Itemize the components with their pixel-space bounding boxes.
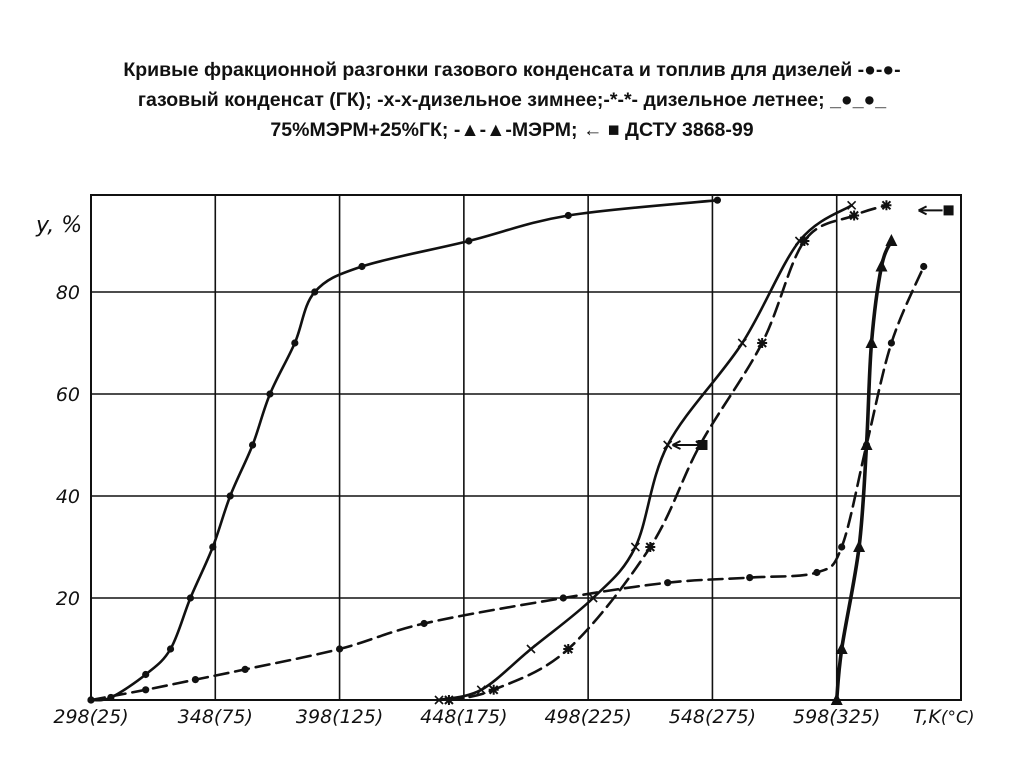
series-0-marker-13: [564, 211, 572, 220]
dstu-arrow-0: [672, 440, 697, 450]
series-0-marker-2: [142, 670, 150, 679]
series-4-marker-1: [835, 642, 848, 654]
x-tick-label-3: 448(175): [420, 706, 507, 728]
series-2-marker-5: [757, 338, 768, 348]
series-4-marker-3: [860, 438, 873, 450]
series-3-marker-13: [920, 262, 928, 271]
series-4-marker-6: [885, 234, 898, 246]
series-2-marker-2: [563, 644, 574, 654]
y-axis-label: y, %: [35, 213, 82, 238]
series-2-marker-7: [849, 210, 860, 221]
series-line-4: [834, 239, 894, 702]
series-0-marker-6: [226, 492, 234, 500]
dstu-square-0: [697, 440, 708, 450]
series-0-marker-5: [209, 543, 217, 551]
series-4-marker-4: [865, 336, 878, 348]
series-3-marker-5: [420, 619, 428, 628]
series-3-marker-9: [813, 568, 821, 577]
series-1-marker-2: [526, 644, 536, 654]
dstu-arrow-1: [918, 205, 943, 216]
series-3-marker-3: [241, 665, 249, 674]
series-2-marker-6: [799, 236, 810, 246]
series-1-marker-6: [737, 338, 747, 348]
grid: [91, 195, 961, 700]
x-axis-label: T,K(°C): [913, 706, 975, 728]
series-0-marker-3: [166, 645, 175, 653]
plot-frame: [90, 194, 962, 701]
x-axis-label-celsius: (°C): [941, 708, 975, 728]
chart-title-line-2: газовый конденсат (ГК); -х-х-дизельное з…: [137, 89, 887, 111]
x-tick-label-6: 598(325): [793, 706, 880, 728]
chart-title-line-1: Кривые фракционной разгонки газового кон…: [123, 59, 901, 81]
series-3-marker-2: [191, 676, 199, 684]
y-tick-label-3: 80: [56, 282, 80, 304]
x-tick-label-1: 348(75): [178, 706, 253, 728]
series-0-marker-10: [311, 288, 319, 296]
series-0-marker-4: [186, 594, 195, 602]
series-3-marker-12: [887, 339, 896, 347]
y-axis-ticks: 20 40 60 80: [56, 282, 80, 610]
series-0-marker-14: [713, 196, 722, 204]
series-1-marker-0: [434, 695, 444, 705]
chart-title-line-3: 75%МЭРМ+25%ГК; -▲-▲-МЭРМ; ← ■ ДСТУ 3868-…: [270, 119, 754, 141]
series-3-marker-6: [559, 594, 567, 602]
series-2-marker-8: [881, 200, 892, 211]
chart-title: Кривые фракционной разгонки газового кон…: [0, 55, 1024, 145]
series-line-1: [437, 204, 853, 702]
series-0-marker-12: [465, 237, 473, 245]
series-4-marker-5: [875, 259, 888, 272]
series-1-marker-4: [630, 542, 640, 552]
x-tick-label-0: 298(25): [53, 706, 128, 728]
series-2-marker-0: [443, 695, 454, 705]
series-3-marker-10: [838, 543, 846, 551]
x-tick-label-5: 548(275): [669, 706, 756, 728]
series-2-marker-1: [488, 684, 499, 695]
series-0-marker-7: [248, 441, 257, 449]
series-4-marker-2: [853, 540, 866, 552]
x-axis-label-unit: T,K: [913, 706, 942, 728]
y-tick-label-1: 40: [56, 486, 80, 508]
series-3-marker-8: [746, 574, 754, 582]
series-0-marker-1: [107, 693, 115, 702]
x-axis-ticks: 298(25) 348(75) 398(125) 448(175) 498(225) 54…: [53, 706, 880, 728]
series-3-marker-0: [87, 696, 95, 704]
markers-group: [87, 196, 954, 705]
series-1-marker-1: [476, 685, 486, 695]
series-0-marker-11: [358, 262, 366, 271]
y-tick-label-0: 20: [56, 588, 80, 610]
series-line-2: [447, 204, 888, 702]
series-1-marker-8: [847, 200, 857, 210]
series-1-marker-3: [588, 593, 598, 603]
series-4-marker-0: [830, 693, 843, 705]
series-3-marker-1: [142, 686, 150, 694]
series-3-marker-7: [664, 579, 672, 587]
dstu-square-1: [943, 205, 954, 216]
series-2-marker-3: [645, 542, 656, 552]
series-line-0: [89, 198, 719, 702]
series-0-marker-9: [291, 339, 299, 347]
x-tick-label-4: 498(225): [544, 706, 631, 728]
series-3-marker-4: [335, 645, 344, 653]
y-tick-label-2: 60: [56, 384, 80, 406]
series-1-marker-5: [663, 440, 673, 450]
series-0-marker-8: [266, 390, 274, 398]
x-tick-label-2: 398(125): [296, 706, 383, 728]
